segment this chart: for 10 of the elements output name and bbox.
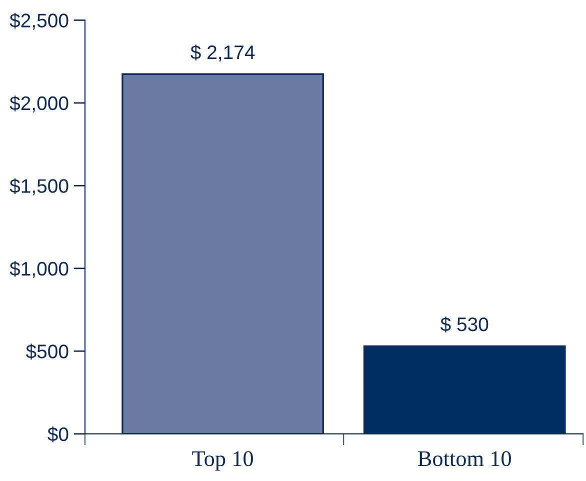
y-tick-label: $2,500: [10, 12, 68, 30]
y-tick-label: $1,500: [10, 178, 68, 196]
y-tick-label: $0: [48, 426, 68, 442]
data-label: $ 530: [440, 316, 488, 332]
y-tick-label: $2,000: [10, 96, 68, 112]
data-label: $ 2,174: [190, 44, 255, 62]
y-tick-label: $1,000: [10, 261, 68, 278]
x-tick-label: Top 10: [192, 451, 253, 471]
y-tick-label: $500: [26, 344, 68, 360]
x-tick-label: Bottom 10: [418, 451, 511, 466]
